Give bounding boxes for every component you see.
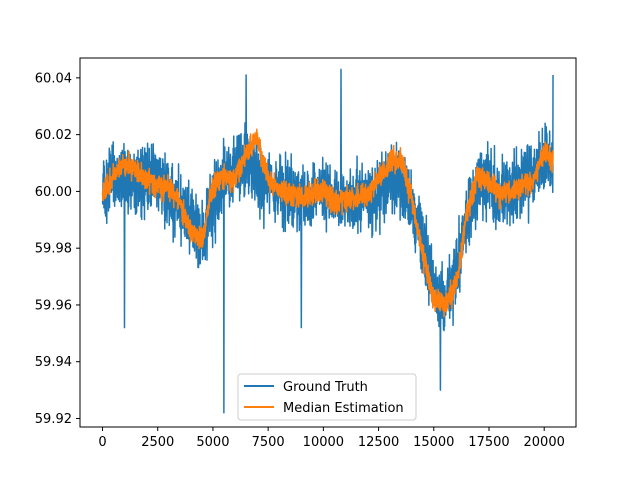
x-tick-label: 10000 [303,435,344,450]
y-tick-label: 59.94 [35,355,72,370]
x-tick-label: 7500 [252,435,285,450]
legend-frame [237,373,417,421]
plot-frame [79,57,577,428]
x-tick-label: 17500 [468,435,509,450]
series-line-median-estimation [101,128,554,318]
legend-label-ground-truth: Ground Truth [283,380,368,395]
y-tick-label: 59.92 [35,412,72,427]
x-tick-label: 20000 [524,435,565,450]
legend: Ground Truth Median Estimation [237,373,417,421]
y-tick-label: 59.96 [35,298,72,313]
y-tick-label: 60.02 [35,128,72,143]
x-tick-label: 12500 [358,435,399,450]
y-tick-label: 59.98 [35,242,72,257]
x-tick-label: 5000 [196,435,229,450]
x-tick-label: 2500 [141,435,174,450]
series-layer [101,68,554,414]
y-tick-label: 60.04 [35,71,72,86]
y-tick-label: 60.00 [35,185,72,200]
x-tick-label: 15000 [413,435,454,450]
legend-label-median-estimation: Median Estimation [283,401,404,416]
x-axis: 0 2500 5000 7500 10000 12500 15000 17500 20000 [98,427,565,450]
x-tick-label: 0 [98,435,106,450]
y-axis: 59.92 59.94 59.96 59.98 60.00 60.02 60.04 [35,71,80,427]
